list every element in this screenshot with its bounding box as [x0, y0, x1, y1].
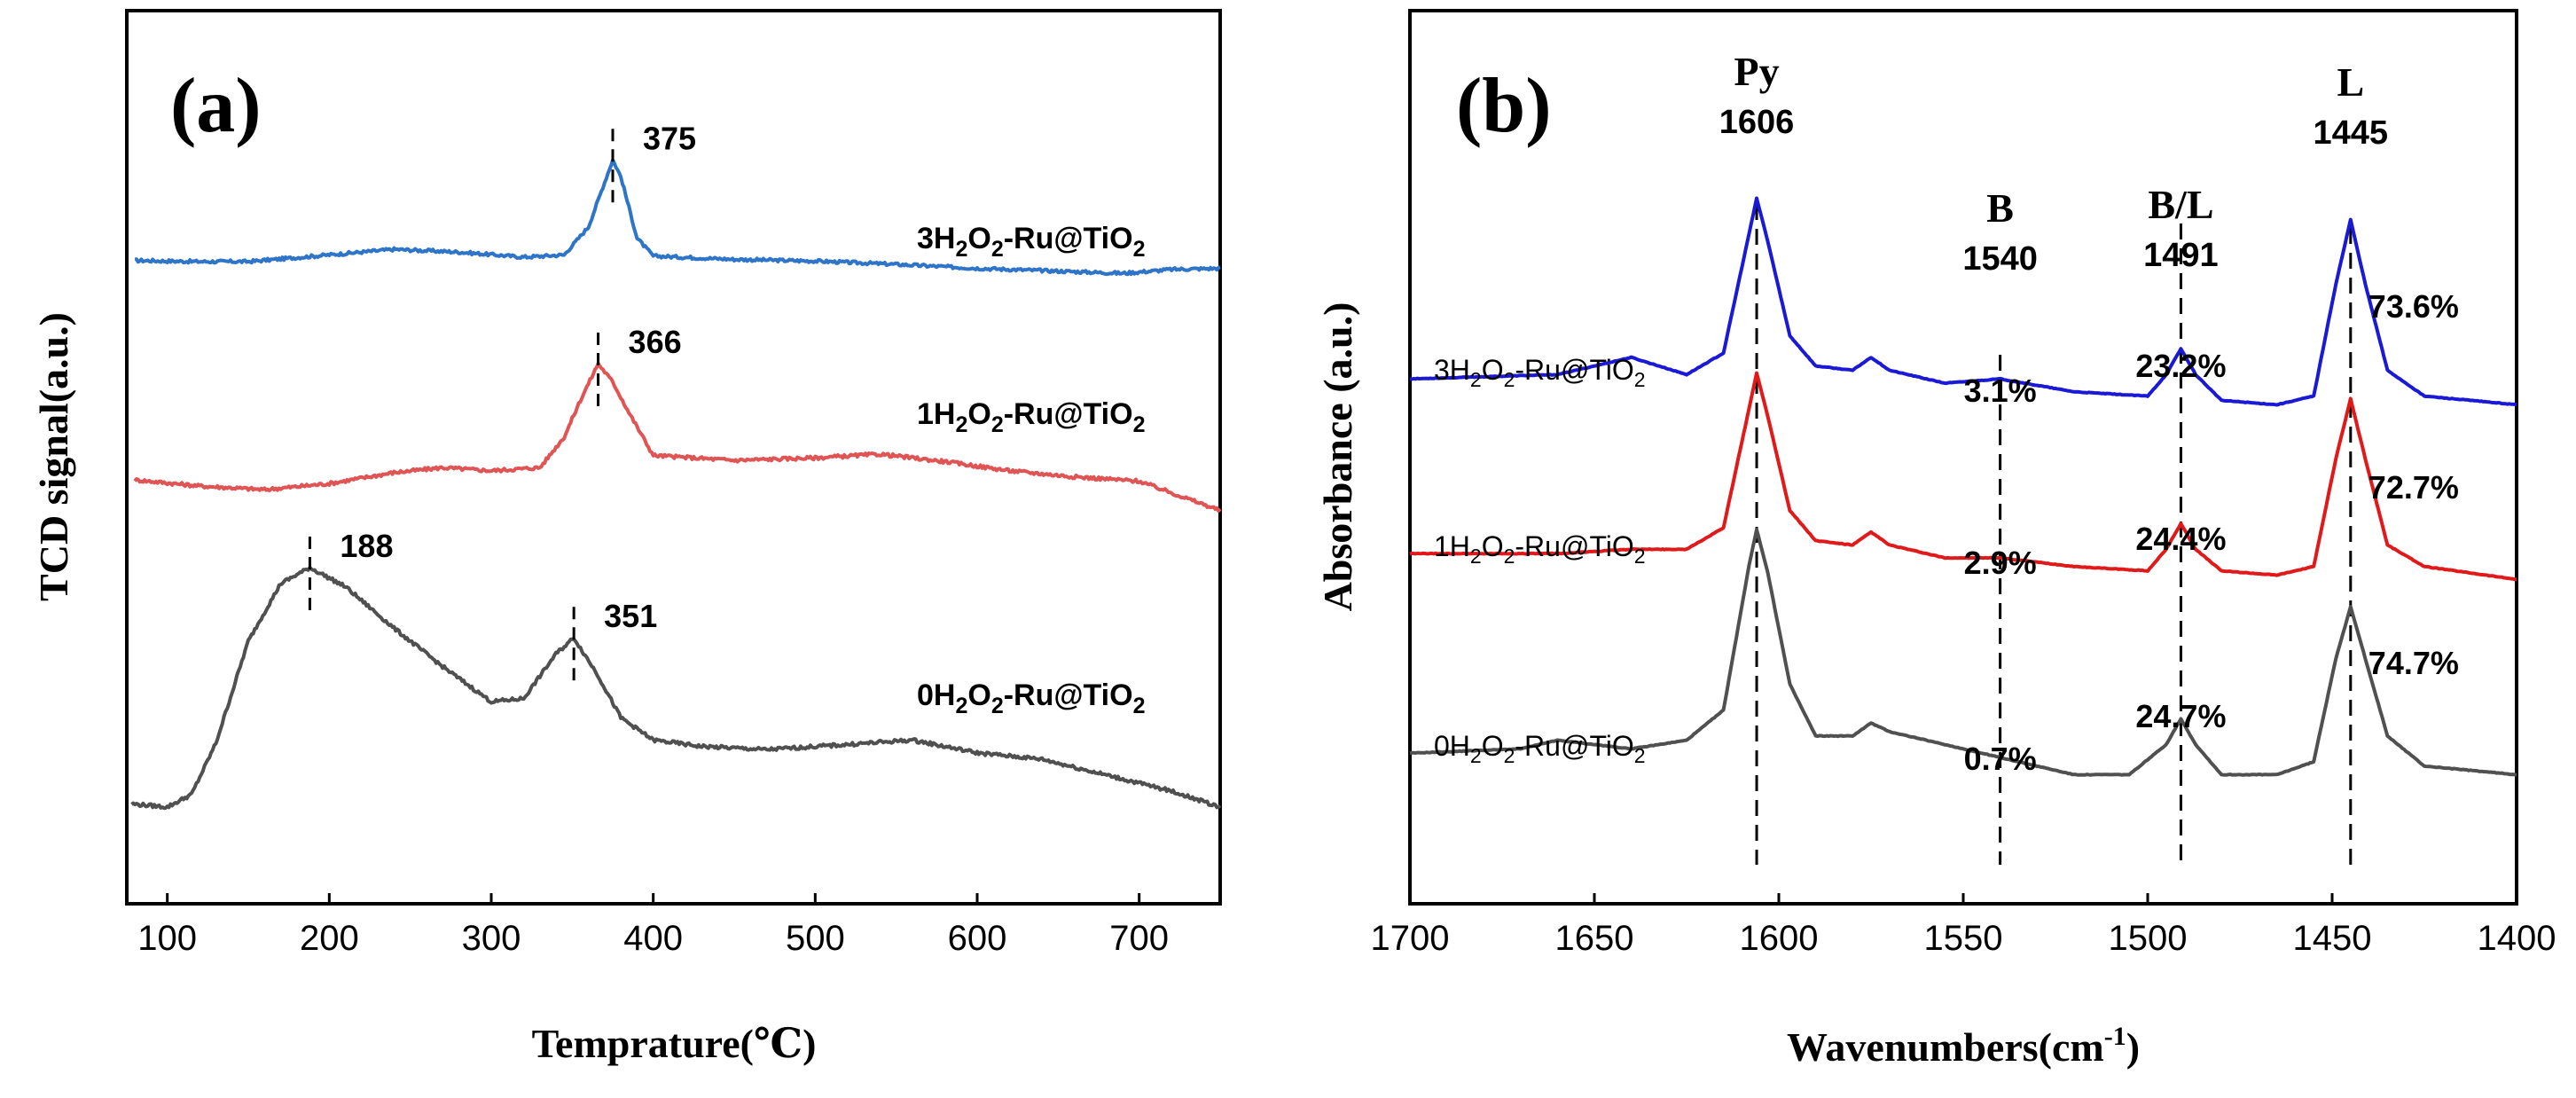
x-tick-label-b: 1450 — [2293, 919, 2372, 958]
series-label-a-1h2o2: 1H2O2-Ru@TiO2 — [917, 397, 1146, 437]
peak-name-b: B/L — [2148, 182, 2213, 227]
pct-brønsted-b: 0.7% — [1964, 741, 2037, 777]
series-line-b-0 — [1409, 196, 2517, 407]
x-tick-label-b: 1400 — [2478, 919, 2556, 958]
peak-name-b: B — [1986, 185, 2014, 231]
series-label-b-1h2o2: 1H2O2-Ru@TiO2 — [1434, 530, 1646, 568]
x-axis-title-b: Wavenumbers(cm-1) — [1787, 1022, 2140, 1070]
x-tick-label-a: 300 — [462, 919, 521, 958]
pct-lewis-b: 72.7% — [2369, 469, 2459, 506]
x-tick-label-a: 100 — [137, 919, 197, 958]
plot-frame-a — [125, 9, 1222, 906]
pct-brønsted-b: 2.9% — [1964, 545, 2037, 581]
x-tick-label-b: 1600 — [1740, 919, 1819, 958]
x-tick-label-b: 1500 — [2109, 919, 2188, 958]
x-axis-title-a: Temprature(℃) — [532, 1021, 817, 1066]
x-ticks-a: 100 200 300 400 500 600 700 — [137, 893, 1169, 958]
peak-value-a: 366 — [629, 324, 682, 360]
peak-value-a: 351 — [604, 598, 657, 634]
pct-bl-b: 24.7% — [2135, 698, 2226, 734]
panel-b: (b) 1700 1650 1600 1550 1500 1450 1400 Py 1606 B… — [1315, 9, 2556, 1070]
series-line-a-2 — [130, 566, 1222, 811]
pct-brønsted-b: 3.1% — [1964, 373, 2037, 409]
peak-name-b: Py — [1734, 49, 1779, 94]
percentage-labels-b: 3.1% 23.2% 73.6% 2.9% 24.4% 72.7% 0.7% 24.7% 74.… — [1964, 288, 2459, 777]
x-tick-label-b: 1650 — [1555, 919, 1634, 958]
panel-a: (a) 100 200 300 400 500 600 700 375 366 188 351 3… — [31, 9, 1222, 1066]
peak-annotations-a: 375 366 188 351 — [308, 120, 696, 681]
x-tick-label-a: 400 — [623, 919, 683, 958]
x-tick-label-a: 500 — [786, 919, 845, 958]
pct-bl-b: 23.2% — [2135, 348, 2226, 384]
peak-labels-b: Py 1606 B 1540 B/L 1491 L 1445 — [1719, 49, 2388, 278]
peak-name-b: L — [2337, 59, 2364, 105]
peak-value-a: 188 — [340, 528, 393, 564]
x-tick-label-a: 700 — [1109, 919, 1169, 958]
x-tick-label-a: 600 — [948, 919, 1007, 958]
y-axis-title-a: TCD signal(a.u.) — [31, 312, 76, 601]
series-line-b-1 — [1409, 371, 2517, 582]
series-lines-a — [130, 158, 1222, 811]
x-tick-label-b: 1700 — [1371, 919, 1450, 958]
peak-wavenumber-b: 1445 — [2314, 114, 2389, 152]
series-label-b-0h2o2: 0H2O2-Ru@TiO2 — [1434, 730, 1646, 767]
peak-dash-lines-b — [1755, 204, 2353, 865]
series-line-b-2 — [1409, 528, 2517, 777]
x-ticks-b: 1700 1650 1600 1550 1500 1450 1400 — [1371, 893, 2556, 958]
x-tick-label-b: 1550 — [1924, 919, 2003, 958]
pct-lewis-b: 74.7% — [2369, 645, 2459, 681]
peak-value-a: 375 — [643, 120, 696, 156]
series-label-b-3h2o2: 3H2O2-Ru@TiO2 — [1434, 354, 1646, 391]
series-label-a-3h2o2: 3H2O2-Ru@TiO2 — [917, 222, 1146, 262]
series-line-a-0 — [134, 158, 1221, 277]
panel-letter-b: (b) — [1456, 63, 1552, 149]
pct-lewis-b: 73.6% — [2369, 288, 2459, 325]
panel-letter-a: (a) — [170, 63, 262, 149]
peak-wavenumber-b: 1606 — [1719, 104, 1795, 141]
peak-wavenumber-b: 1540 — [1962, 240, 2038, 278]
peak-wavenumber-b: 1491 — [2143, 237, 2219, 274]
series-label-a-0h2o2: 0H2O2-Ru@TiO2 — [917, 678, 1146, 718]
y-axis-title-b: Absorbance (a.u.) — [1315, 302, 1360, 612]
pct-bl-b: 24.4% — [2135, 521, 2226, 557]
series-lines-b — [1409, 196, 2517, 777]
x-tick-label-a: 200 — [300, 919, 359, 958]
series-line-a-1 — [133, 361, 1222, 513]
